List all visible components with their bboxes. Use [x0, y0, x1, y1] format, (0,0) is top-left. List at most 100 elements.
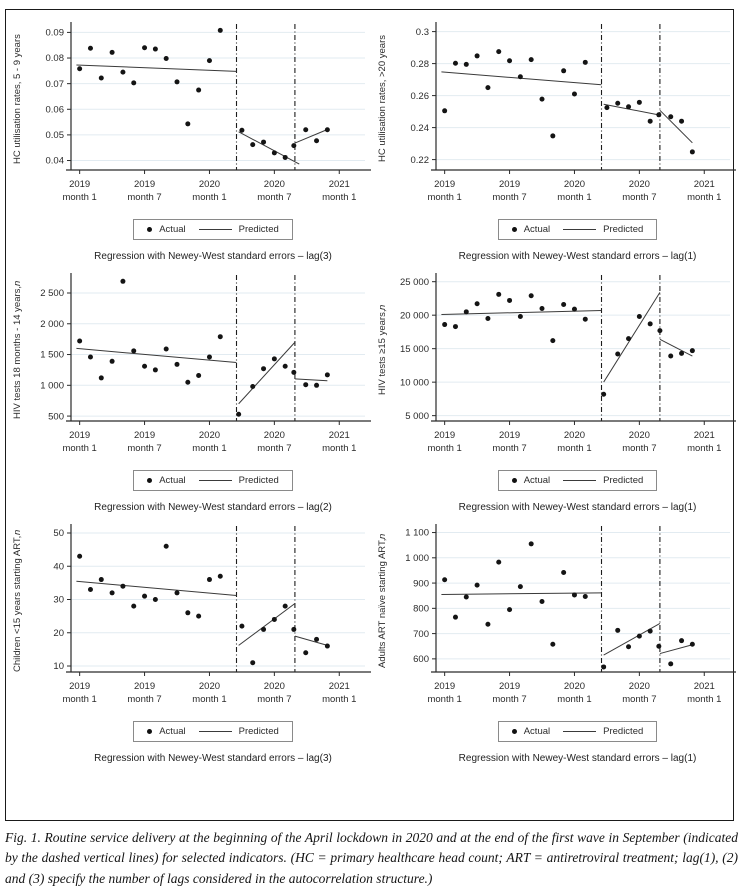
x-tick-year: 2021 [329, 681, 350, 692]
x-tick-year: 2021 [693, 430, 714, 441]
actual-point [463, 309, 469, 315]
actual-point [582, 316, 588, 322]
actual-point [560, 68, 566, 74]
actual-point [271, 616, 277, 622]
x-tick-year: 2019 [498, 681, 519, 692]
plot-wrap: Children <15 years starting ART, n 10 20 30… [6, 522, 371, 712]
actual-point [517, 584, 523, 590]
gridlines [435, 281, 730, 417]
legend: Actual Predicted [133, 219, 293, 240]
y-axis-title-italic-n: n [12, 280, 23, 287]
actual-point [441, 577, 447, 583]
x-tick-year: 2021 [693, 681, 714, 692]
actual-point [196, 87, 202, 93]
actual-marker-icon [511, 227, 517, 232]
actual-point [463, 594, 469, 600]
y-tick-label: 0.08 [46, 53, 65, 64]
predicted-segment [238, 603, 296, 646]
predicted-segment [294, 378, 328, 382]
predicted-segment [76, 347, 237, 364]
y-tick-label: 20 000 [399, 310, 428, 321]
actual-point [539, 599, 545, 605]
y-tick-label: 500 [48, 411, 64, 422]
x-tick-month: month 1 [192, 694, 226, 705]
y-axis-title-italic-n: n [12, 530, 23, 536]
x-tick-month: month 1 [192, 192, 226, 203]
y-tick-label: 1 500 [40, 350, 64, 361]
actual-point [655, 643, 661, 649]
actual-point [539, 305, 545, 311]
axes: 0.22 0.24 0.26 0.28 0.3 2019 month 1 2019 month … [410, 22, 736, 203]
x-tick-month: month 7 [257, 443, 291, 454]
legend-actual-label: Actual [159, 475, 186, 486]
actual-point [636, 633, 642, 639]
x-tick-month: month 1 [687, 443, 721, 454]
actual-point [452, 324, 458, 330]
x-tick-year: 2019 [434, 179, 455, 190]
chart-panel-1: HC utilisation rates, 5 - 9 years 0.04 0.0… [6, 20, 371, 262]
legend-actual-label: Actual [159, 726, 186, 737]
x-tick-year: 2019 [69, 681, 90, 692]
actual-point [667, 661, 673, 667]
y-tick-label: 1 000 [40, 381, 64, 392]
y-tick-label: 0.04 [46, 156, 65, 167]
actual-point [689, 149, 695, 155]
y-tick-label: 20 [53, 628, 64, 639]
x-tick-month: month 1 [557, 192, 591, 203]
actual-point [517, 74, 523, 80]
legend: Actual Predicted [497, 470, 658, 491]
predicted-line-icon [563, 480, 597, 481]
y-axis-title-italic-n: n [376, 304, 388, 310]
x-tick-month: month 7 [127, 443, 161, 454]
actual-point [291, 626, 297, 632]
actual-point [303, 650, 309, 656]
actual-point [655, 112, 661, 118]
legend-predicted-label: Predicted [238, 726, 279, 737]
actual-marker-icon [511, 478, 517, 483]
y-tick-label: 0.22 [410, 155, 429, 166]
actual-point [261, 366, 267, 372]
actual-point [152, 597, 158, 603]
actual-point [291, 369, 297, 375]
actual-series [441, 291, 695, 397]
actual-point [152, 367, 158, 373]
actual-point [539, 96, 545, 102]
x-tick-year: 2019 [434, 430, 455, 441]
actual-point [474, 301, 480, 307]
predicted-line-icon [198, 229, 232, 230]
x-tick-month: month 1 [427, 443, 461, 454]
actual-point [474, 53, 480, 59]
actual-point [142, 593, 148, 599]
actual-point [314, 382, 320, 388]
actual-point [185, 379, 191, 385]
x-tick-month: month 1 [62, 443, 96, 454]
lockdown-vlines [600, 275, 660, 421]
regression-caption: Regression with Newey-West standard erro… [458, 753, 697, 764]
actual-point [271, 356, 277, 362]
legend: Actual Predicted [497, 721, 658, 742]
y-axis-title: HC utilisation rates, 5 - 9 years [12, 34, 23, 164]
actual-point [452, 60, 458, 66]
regression-caption: Regression with Newey-West standard erro… [94, 251, 332, 262]
regression-caption: Regression with Newey-West standard erro… [94, 753, 332, 764]
predicted-segment [602, 623, 660, 656]
actual-point [625, 336, 631, 342]
lockdown-vlines [600, 526, 660, 672]
predicted-series [440, 71, 693, 144]
predicted-segment [602, 292, 660, 383]
actual-point [614, 627, 620, 633]
actual-point [474, 582, 480, 588]
y-tick-label: 600 [413, 654, 429, 665]
actual-point [120, 69, 126, 75]
actual-point [517, 314, 523, 320]
actual-point [206, 577, 212, 583]
predicted-segment [238, 341, 296, 405]
actual-point [120, 278, 126, 284]
actual-point [600, 391, 606, 397]
y-tick-label: 2 500 [40, 288, 64, 299]
actual-point [582, 593, 588, 599]
actual-point [163, 543, 169, 549]
actual-point [120, 583, 126, 589]
plot-area: 500 1 000 1 500 2 000 2 500 2019 month 1 2019 mo… [40, 273, 371, 454]
legend-row: Actual Predicted [371, 721, 733, 742]
